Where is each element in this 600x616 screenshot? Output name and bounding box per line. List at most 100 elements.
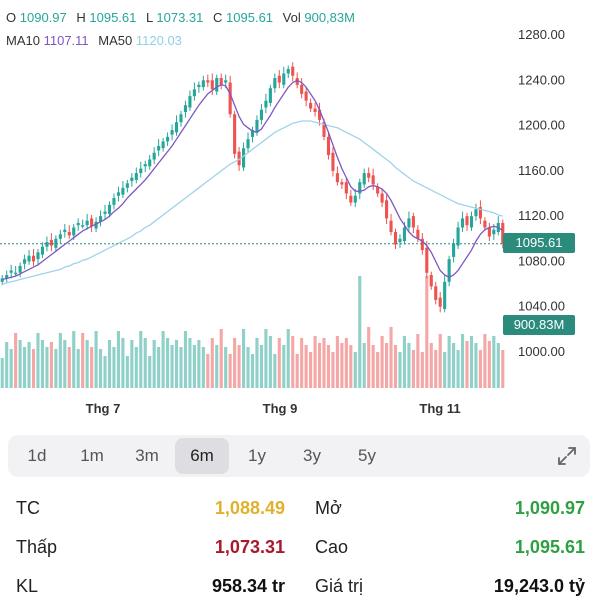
candle-body (317, 109, 322, 120)
volume-bar (456, 350, 460, 388)
candle-body (107, 204, 112, 214)
volume-bar (492, 336, 496, 388)
candle-body (103, 211, 107, 214)
volume-bar (291, 336, 295, 388)
candle-body (371, 175, 375, 185)
y-tick-label: 1160.00 (518, 163, 564, 178)
volume-bar (380, 336, 384, 388)
volume-bar (367, 327, 371, 388)
ma50-value: 1120.03 (135, 33, 182, 48)
value-label: Giá trị (315, 576, 364, 596)
candle-body (447, 259, 451, 282)
x-tick-label: Thg 9 (263, 401, 298, 416)
volume-bar (237, 345, 241, 388)
volume-bar (14, 333, 18, 388)
low-label: L (146, 10, 153, 25)
range-3y[interactable]: 3y (303, 446, 321, 465)
price-chart[interactable]: 1280.00 1240.00 1200.00 1160.00 1120.00 1080.… (0, 0, 600, 430)
ma50-line (2, 120, 503, 285)
volume-bar (447, 336, 451, 388)
volume-bar (9, 349, 13, 388)
volume-bar (58, 333, 62, 388)
stats-row-1: TC 1,088.49 Mở 1,090.97 (0, 498, 600, 538)
volume-bar (443, 352, 447, 388)
volume-bar (219, 329, 223, 388)
candle-body (349, 195, 353, 203)
volume-bar (300, 338, 304, 388)
range-5y[interactable]: 5y (358, 446, 376, 465)
range-3m[interactable]: 3m (135, 446, 159, 465)
candle-body (411, 216, 415, 228)
candle-body (76, 222, 80, 226)
tc-value: 1,088.49 (214, 498, 285, 518)
volume-bar (416, 334, 420, 388)
expand-icon[interactable] (556, 445, 578, 467)
volume-bar (85, 340, 89, 388)
candle-body (206, 80, 210, 83)
candle-body (90, 218, 94, 227)
candle-body (192, 89, 196, 97)
candle-body (81, 225, 85, 227)
candle-body (183, 105, 188, 112)
candle-body (94, 221, 98, 229)
candle-body (67, 231, 71, 236)
candle-body (72, 227, 76, 236)
volume-bar (331, 352, 335, 388)
volume-bar (474, 343, 478, 388)
volume-bar (188, 338, 192, 388)
candle-body (309, 102, 313, 109)
candle-body (420, 238, 424, 251)
candle-body (139, 168, 143, 174)
range-6m[interactable]: 6m (175, 438, 229, 474)
volume-bar (130, 340, 134, 388)
ohlc-readout: O 1090.97 H 1095.61 L 1073.31 C 1095.61 … (6, 10, 361, 25)
candle-body (9, 270, 13, 273)
candle-body (264, 100, 268, 108)
candle-body (36, 252, 40, 260)
volume-bar (139, 331, 143, 388)
volume-bar (425, 276, 429, 388)
volume-bar (197, 340, 201, 388)
range-1d[interactable]: 1d (27, 446, 47, 465)
candle-body (389, 220, 393, 232)
range-1y[interactable]: 1y (248, 446, 266, 465)
volume-bar (233, 338, 237, 388)
volume-bar (268, 336, 272, 388)
volume-bar (192, 345, 196, 388)
open-value: 1090.97 (19, 10, 67, 25)
volume-bar (393, 345, 398, 388)
volume-bar (250, 354, 255, 388)
candle-body (291, 66, 295, 76)
candle-body (210, 80, 214, 90)
volume-bar (259, 345, 264, 388)
volume-bar (36, 333, 40, 388)
volume-bar (210, 338, 214, 388)
volume-bar (152, 340, 156, 388)
candle-body (14, 272, 18, 275)
close-value: 1095.61 (226, 10, 274, 25)
volume-bar (103, 356, 107, 388)
candle-body (18, 265, 22, 273)
volume-bar (5, 342, 9, 388)
candle-body (326, 136, 331, 156)
range-1m[interactable]: 1m (80, 446, 104, 465)
volume-bar (161, 331, 165, 388)
open-stat-value: 1,090.97 (514, 498, 585, 518)
candle-body (197, 84, 201, 88)
candle-body (40, 246, 45, 255)
candle-body (201, 80, 205, 88)
candle-body (188, 96, 192, 108)
volume-bar (344, 338, 348, 388)
volume-bar (18, 340, 22, 388)
last-price-tag: 1095.61 (503, 233, 575, 253)
volume-bar (282, 345, 286, 388)
volume-bar (487, 341, 491, 388)
candle-body (501, 222, 505, 244)
volume-bar (94, 331, 98, 388)
candle-body (273, 78, 277, 89)
candle-body (429, 275, 433, 287)
candle-body (344, 182, 348, 194)
candle-body (304, 91, 308, 101)
volume-bar (166, 338, 170, 388)
kl-value: 958.34 tr (211, 576, 285, 596)
